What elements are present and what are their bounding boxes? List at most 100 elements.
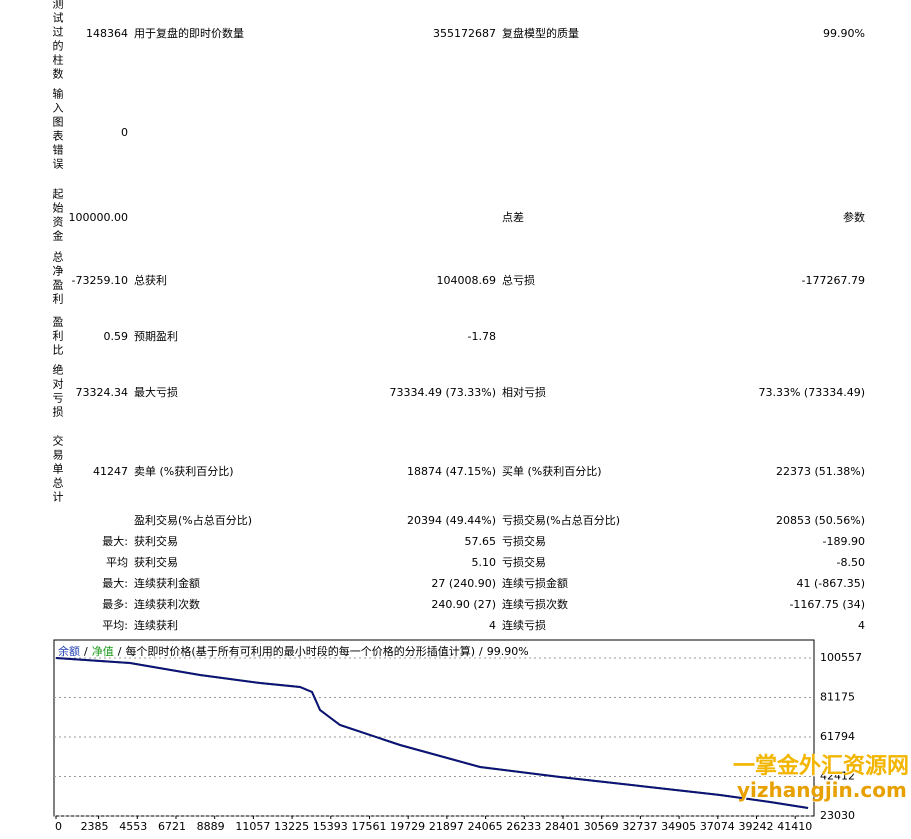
row-value: 0: [121, 126, 128, 139]
watermark-url: yizhangjin.com: [737, 778, 907, 802]
model-text: 每个即时价格(基于所有可利用的最小时段的每一个价格的分形插值计算): [125, 644, 475, 658]
x-tick-label: 21897: [429, 820, 464, 833]
cell-value: 18874 (47.15%): [406, 465, 496, 478]
row-label: 绝对亏损: [51, 364, 64, 420]
cell-name: 亏损交易(%占总百分比): [502, 514, 621, 527]
cell-name: 连续亏损: [502, 619, 546, 632]
x-tick-label: 17561: [351, 820, 386, 833]
cell-name: 复盘模型的质量: [502, 27, 579, 40]
row-value: 73324.34: [75, 386, 129, 399]
x-tick-label: 11057: [235, 820, 270, 833]
row-value: -73259.10: [71, 274, 128, 287]
x-tick-label: 34905: [661, 820, 696, 833]
row-label: 盈利比: [51, 316, 64, 358]
quality-text: 99.90%: [487, 645, 529, 658]
cell-value: 57.65: [464, 535, 497, 548]
x-tick-label: 6721: [158, 820, 186, 833]
cell-name: 点差: [502, 211, 524, 224]
series-line: [55, 657, 809, 809]
cell-name: 预期盈利: [134, 330, 178, 343]
x-tick-label: 13225: [274, 820, 309, 833]
row-label: 测试过的柱数: [51, 0, 64, 82]
row-prefix: 最大:: [102, 577, 128, 590]
row-prefix: 最多:: [102, 598, 128, 611]
x-tick-label: 24065: [468, 820, 503, 833]
cell-name: 买单 (%获利百分比): [502, 465, 602, 478]
separator: /: [84, 645, 88, 658]
cell-value: -177267.79: [801, 274, 865, 287]
cell-name: 亏损交易: [502, 535, 546, 548]
legend-entry: 净值: [92, 644, 114, 658]
cell-value: 99.90%: [823, 27, 865, 40]
cell-value: 355172687: [433, 27, 496, 40]
row-label: 起始资金: [51, 188, 64, 244]
cell-name: 用于复盘的即时价数量: [134, 27, 244, 40]
cell-value: -1167.75 (34): [789, 598, 865, 611]
y-tick-label: 81175: [820, 691, 855, 704]
cell-name: 总亏损: [502, 274, 535, 287]
legend-entry: 余额: [58, 644, 80, 658]
cell-name: 获利交易: [134, 556, 178, 569]
x-tick-label: 15393: [313, 820, 348, 833]
cell-name: 连续亏损金额: [502, 577, 568, 590]
x-tick-label: 19729: [390, 820, 425, 833]
x-tick-label: 32737: [622, 820, 657, 833]
watermark-name: 一掌金外汇资源网: [733, 754, 910, 779]
chart-frame: [53, 639, 815, 817]
cell-name: 连续获利次数: [134, 598, 200, 611]
cell-name: 相对亏损: [502, 386, 546, 399]
x-tick-label: 26233: [506, 820, 541, 833]
separator: /: [479, 645, 483, 658]
cell-value: 4: [489, 619, 496, 632]
cell-value: 参数: [843, 211, 865, 224]
row-label: 总净盈利: [51, 251, 64, 307]
row-prefix: 最大:: [102, 535, 128, 548]
cell-name: 总获利: [134, 274, 167, 287]
y-tick-label: 100557: [820, 651, 862, 664]
cell-value: 104008.69: [436, 274, 497, 287]
cell-name: 连续获利金额: [134, 577, 200, 590]
row-value: 0.59: [103, 330, 129, 343]
x-tick-label: 2385: [81, 820, 109, 833]
y-tick-label: 42412: [820, 769, 855, 782]
cell-value: 73334.49 (73.33%): [389, 386, 496, 399]
cell-name: 最大亏损: [134, 386, 178, 399]
y-tick-label: 61794: [820, 730, 855, 743]
row-label: 交易单总计: [51, 435, 64, 505]
cell-value: 20394 (49.44%): [406, 514, 496, 527]
cell-value: -8.50: [836, 556, 865, 569]
cell-name: 卖单 (%获利百分比): [134, 465, 234, 478]
separator: /: [118, 645, 122, 658]
cell-value: 27 (240.90): [431, 577, 496, 590]
cell-name: 连续亏损次数: [502, 598, 568, 611]
x-tick-label: 4553: [119, 820, 147, 833]
x-tick-label: 30569: [584, 820, 619, 833]
row-value: 100000.00: [68, 211, 129, 224]
cell-name: 亏损交易: [502, 556, 546, 569]
cell-name: 盈利交易(%占总百分比): [134, 514, 253, 527]
cell-value: 5.10: [471, 556, 497, 569]
cell-value: 20853 (50.56%): [775, 514, 865, 527]
y-tick-label: 23030: [820, 809, 855, 822]
row-value: 41247: [93, 465, 128, 478]
cell-value: 73.33% (73334.49): [758, 386, 865, 399]
cell-value: 240.90 (27): [431, 598, 496, 611]
cell-value: 4: [858, 619, 865, 632]
x-tick-label: 28401: [545, 820, 580, 833]
cell-value: -1.78: [467, 330, 496, 343]
cell-value: 41 (-867.35): [796, 577, 865, 590]
x-tick-label: 41410: [777, 820, 812, 833]
x-tick-label: 37074: [700, 820, 735, 833]
row-prefix: 平均: [106, 556, 128, 569]
row-value: 148364: [86, 27, 128, 40]
x-tick-label: 8889: [197, 820, 225, 833]
cell-name: 连续获利: [134, 619, 178, 632]
x-tick-label: 0: [55, 820, 62, 833]
row-prefix: 平均:: [102, 619, 128, 632]
cell-name: 获利交易: [134, 535, 178, 548]
cell-value: -189.90: [822, 535, 865, 548]
cell-value: 22373 (51.38%): [775, 465, 865, 478]
x-tick-label: 39242: [739, 820, 774, 833]
